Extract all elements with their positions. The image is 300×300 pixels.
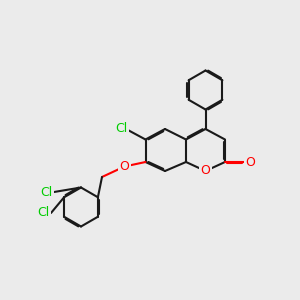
Text: O: O: [120, 160, 129, 173]
Text: O: O: [246, 155, 255, 169]
Text: O: O: [201, 164, 210, 178]
Text: Cl: Cl: [116, 122, 128, 136]
Text: Cl: Cl: [40, 185, 52, 199]
Text: Cl: Cl: [38, 206, 50, 220]
